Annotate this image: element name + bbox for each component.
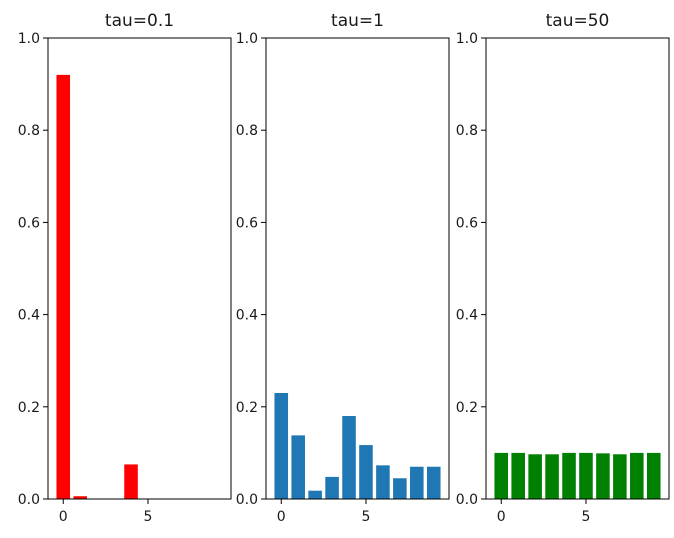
y-tick-label: 0.6 <box>18 215 40 231</box>
bar-1 <box>73 496 87 499</box>
bar-1 <box>511 452 525 499</box>
bar-7 <box>613 454 627 499</box>
bar-3 <box>325 476 339 499</box>
bar-8 <box>410 466 424 499</box>
y-tick-label: 0.2 <box>18 400 40 416</box>
bar-series <box>56 74 138 499</box>
bar-5 <box>359 445 373 499</box>
x-tick-label: 0 <box>277 509 286 525</box>
bar-0 <box>56 74 71 499</box>
y-tick-label: 0.8 <box>18 123 40 139</box>
bar-4 <box>562 452 576 499</box>
x-tick-label: 0 <box>497 509 506 525</box>
bar-4 <box>124 464 138 499</box>
bar-2 <box>528 454 542 499</box>
bar-6 <box>376 465 390 499</box>
y-tick-label: 0.4 <box>236 308 258 324</box>
bar-0 <box>494 452 509 499</box>
plot-frame <box>47 37 232 500</box>
bar-3 <box>545 454 559 499</box>
y-tick-label: 1.0 <box>236 31 258 47</box>
y-tick-label: 0.8 <box>236 123 258 139</box>
y-tick-label: 0.0 <box>456 492 478 508</box>
y-tick-label: 1.0 <box>18 31 40 47</box>
y-tick-label: 0.8 <box>456 123 478 139</box>
y-tick-label: 0.0 <box>18 492 40 508</box>
y-tick-label: 0.6 <box>456 215 478 231</box>
plot-frame <box>265 37 450 500</box>
y-axis-ticks: 0.0 0.2 0.4 0.6 0.8 1.0 <box>456 31 486 508</box>
x-tick-label: 5 <box>362 509 371 525</box>
y-tick-label: 0.6 <box>236 215 258 231</box>
bar-series <box>494 452 661 499</box>
bar-9 <box>646 452 661 499</box>
x-tick-label: 5 <box>144 509 153 525</box>
y-tick-label: 1.0 <box>456 31 478 47</box>
y-tick-label: 0.4 <box>18 308 40 324</box>
bar-2 <box>308 490 322 499</box>
y-tick-label: 0.2 <box>456 400 478 416</box>
bar-series <box>274 392 441 499</box>
bar-7 <box>393 478 407 499</box>
bar-9 <box>426 466 441 499</box>
bar-4 <box>342 416 356 499</box>
y-tick-label: 0.4 <box>456 308 478 324</box>
y-axis-ticks: 0.0 0.2 0.4 0.6 0.8 1.0 <box>18 31 48 508</box>
subplot-title: tau=1 <box>331 11 384 31</box>
bar-6 <box>596 453 610 499</box>
subplot-title: tau=0.1 <box>105 11 174 31</box>
bar-8 <box>630 452 644 499</box>
y-tick-label: 0.2 <box>236 400 258 416</box>
y-axis-ticks: 0.0 0.2 0.4 0.6 0.8 1.0 <box>236 31 266 508</box>
bar-1 <box>291 435 305 499</box>
bar-0 <box>274 392 289 499</box>
x-tick-label: 5 <box>582 509 591 525</box>
x-tick-label: 0 <box>59 509 68 525</box>
bar-5 <box>579 452 593 499</box>
y-tick-label: 0.0 <box>236 492 258 508</box>
plot-frame <box>485 37 670 500</box>
subplot-title: tau=50 <box>546 11 610 31</box>
